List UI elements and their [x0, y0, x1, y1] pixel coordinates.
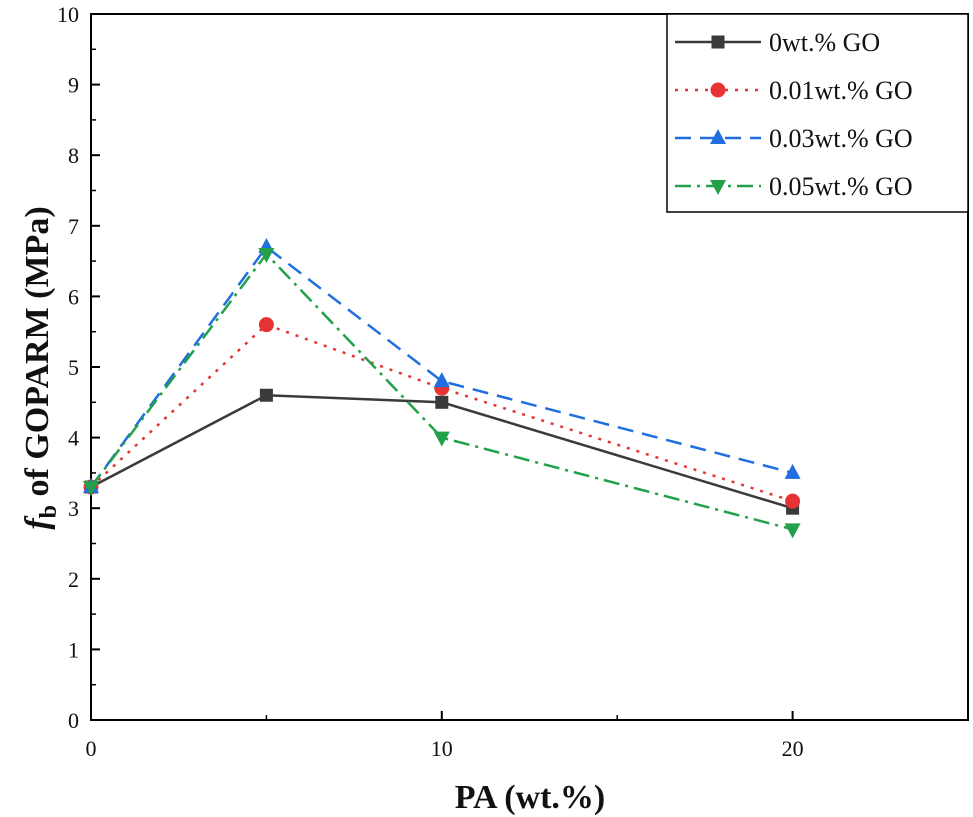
legend-marker [710, 82, 726, 98]
y-tick-label: 5 [68, 355, 79, 380]
y-tick-label: 3 [68, 496, 79, 521]
y-tick-label: 10 [57, 2, 79, 27]
y-tick-label: 1 [68, 637, 79, 662]
legend-marker [711, 35, 725, 49]
legend-label: 0wt.% GO [769, 28, 880, 57]
y-tick-label: 7 [68, 214, 79, 239]
x-tick-label: 0 [86, 736, 97, 761]
y-tick-label: 0 [68, 708, 79, 733]
series-line [90, 393, 793, 510]
legend: 0wt.% GO 0.01wt.% GO 0.03wt.% GO 0.05wt.% G… [666, 13, 969, 213]
y-axis-title-subscript: b [36, 505, 62, 518]
series-line [90, 323, 793, 503]
y-tick-label: 4 [68, 426, 79, 451]
series-line [89, 245, 793, 488]
legend-marker [710, 129, 726, 144]
y-axis-title-symbol: f [19, 515, 56, 530]
axes: 0 1 2 3 4 5 6 7 8 9 10 0 10 20 [57, 2, 969, 761]
data-point [259, 388, 273, 402]
series-layer [83, 237, 801, 539]
x-tick-label: 20 [782, 736, 804, 761]
data-point [433, 372, 450, 388]
data-point [258, 317, 274, 333]
data-point [784, 463, 801, 479]
legend-label: 0.05wt.% GO [769, 172, 913, 201]
data-point [784, 523, 801, 539]
y-tick-label: 9 [68, 73, 79, 98]
legend-label: 0.03wt.% GO [769, 124, 913, 153]
data-point [83, 481, 99, 497]
y-tick-label: 8 [68, 143, 79, 168]
legend-label: 0.01wt.% GO [769, 76, 913, 105]
y-tick-label: 6 [68, 284, 79, 309]
x-axis-title: PA (wt.%) [455, 779, 605, 816]
legend-marker [710, 180, 726, 195]
x-tick-label: 10 [431, 736, 453, 761]
series-line [90, 252, 793, 531]
y-tick-label: 2 [68, 567, 79, 592]
data-point [785, 493, 801, 509]
y-axis-title-rest: of GOPARM (MPa) [19, 206, 56, 505]
data-point [433, 431, 450, 447]
series-3 [83, 248, 801, 539]
data-point [258, 248, 275, 264]
data-point [435, 395, 449, 409]
y-axis-title: fb of GOPARM (MPa) [19, 206, 62, 529]
